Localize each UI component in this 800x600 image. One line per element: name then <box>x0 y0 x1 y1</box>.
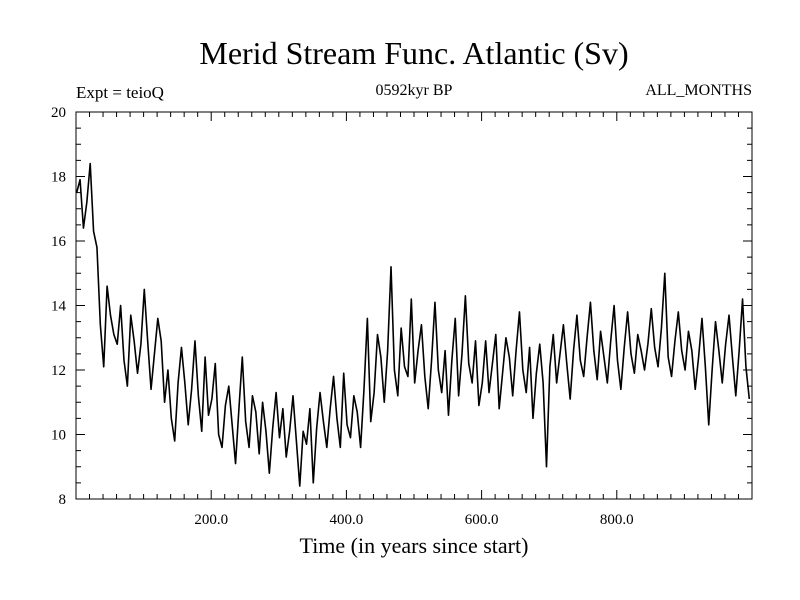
y-tick-label: 14 <box>51 299 67 315</box>
chart-title: Merid Stream Func. Atlantic (Sv) <box>199 35 628 71</box>
x-axis-ticks <box>89 112 739 499</box>
y-tick-label: 12 <box>51 363 66 379</box>
x-tick-label: 200.0 <box>194 512 228 528</box>
experiment-label: Expt = teioQ <box>76 83 164 102</box>
plot-frame <box>75 111 753 500</box>
x-tick-label: 400.0 <box>330 512 364 528</box>
y-tick-label: 8 <box>59 492 67 508</box>
y-tick-label: 18 <box>51 170 66 186</box>
x-tick-label: 600.0 <box>465 512 499 528</box>
period-label: 0592kyr BP <box>376 82 453 99</box>
series-line <box>75 162 751 487</box>
x-axis-label: Time (in years since start) <box>300 533 529 558</box>
y-axis-ticks <box>76 127 752 484</box>
series-group <box>75 162 751 487</box>
x-tick-label: 800.0 <box>600 512 634 528</box>
y-tick-label: 10 <box>51 428 66 444</box>
y-tick-label: 20 <box>51 105 66 121</box>
months-label: ALL_MONTHS <box>645 82 752 99</box>
y-axis-tick-labels: 8 10 12 14 16 18 20 <box>51 105 67 508</box>
x-axis-tick-labels: 200.0 400.0 600.0 800.0 <box>194 512 633 528</box>
y-tick-label: 16 <box>51 234 67 250</box>
